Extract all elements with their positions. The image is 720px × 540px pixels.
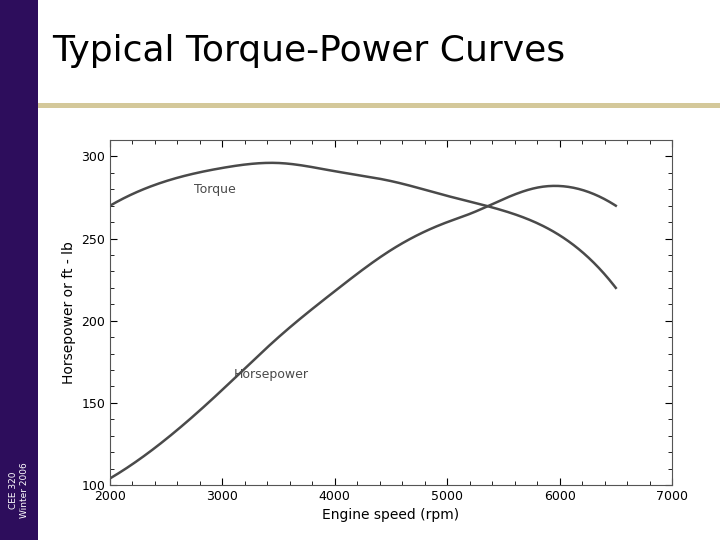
Y-axis label: Horsepower or ft - lb: Horsepower or ft - lb bbox=[62, 241, 76, 384]
X-axis label: Engine speed (rpm): Engine speed (rpm) bbox=[323, 509, 459, 522]
Text: Horsepower: Horsepower bbox=[233, 368, 309, 381]
Text: Torque: Torque bbox=[194, 183, 236, 195]
Text: Typical Torque-Power Curves: Typical Torque-Power Curves bbox=[53, 35, 565, 69]
Text: CEE 320
Winter 2006: CEE 320 Winter 2006 bbox=[9, 463, 29, 518]
